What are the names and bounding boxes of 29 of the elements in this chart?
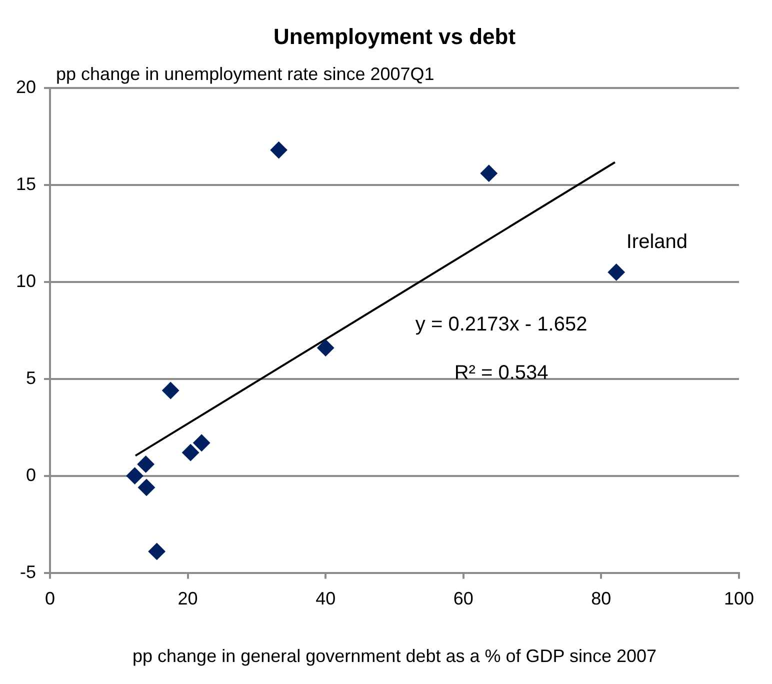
point bbox=[270, 142, 288, 159]
x-tick-label: 20 bbox=[178, 588, 198, 609]
x-tick-label: 60 bbox=[453, 588, 474, 609]
x-tick-label: 100 bbox=[724, 588, 754, 609]
x-tick-label: 80 bbox=[591, 588, 612, 609]
point bbox=[317, 339, 334, 356]
x-tick-label: 0 bbox=[45, 588, 56, 609]
annotation: R² = 0.534 bbox=[454, 362, 548, 384]
y-tick-label: -5 bbox=[20, 562, 36, 582]
point bbox=[162, 382, 180, 400]
point bbox=[148, 542, 166, 560]
point bbox=[608, 264, 625, 281]
point bbox=[193, 434, 210, 452]
y-tick-label: 20 bbox=[16, 76, 36, 97]
point bbox=[480, 164, 498, 182]
point bbox=[182, 444, 200, 462]
point bbox=[126, 467, 144, 484]
annotation: y = 0.2173x - 1.652 bbox=[415, 313, 588, 336]
y-tick-label: 5 bbox=[26, 368, 36, 388]
y-axis-title: pp change in unemployment rate since 2007Q1 bbox=[56, 64, 434, 84]
y-tick-label: 0 bbox=[26, 464, 36, 485]
chart-title: Unemployment vs debt bbox=[273, 24, 516, 49]
y-tick-label: 10 bbox=[16, 270, 36, 291]
x-tick-label: 40 bbox=[316, 588, 336, 609]
point bbox=[137, 456, 154, 473]
point bbox=[138, 478, 155, 496]
annotation: Ireland bbox=[626, 231, 688, 254]
x-axis-title: pp change in general government debt as a % of GDP since 2007 bbox=[132, 646, 657, 666]
y-tick-label: 15 bbox=[16, 174, 36, 194]
